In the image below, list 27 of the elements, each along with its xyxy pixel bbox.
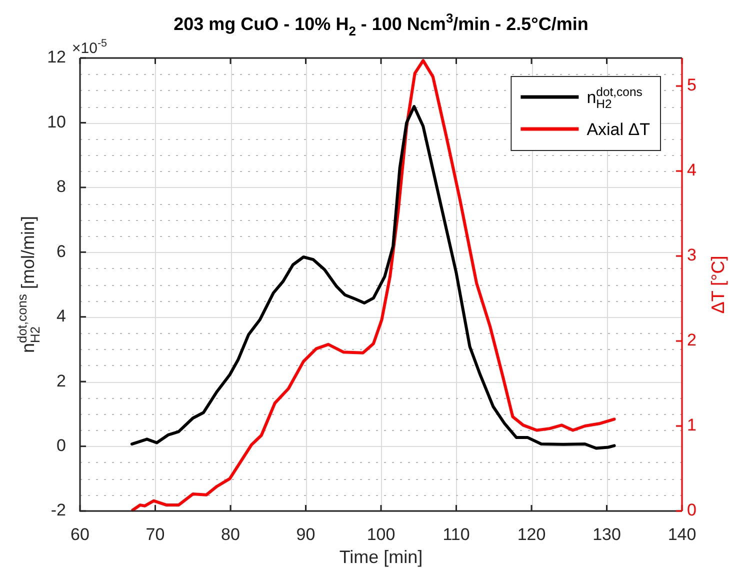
x-tick-label: 140 (668, 524, 696, 544)
y-tick-label: 4 (56, 306, 66, 326)
x-tick-label: 100 (366, 524, 396, 544)
x-tick-label: 130 (592, 524, 621, 544)
y2-tick-label: 2 (687, 330, 696, 350)
y2-tick-label: 0 (687, 500, 696, 520)
y-tick-label: 10 (47, 112, 66, 132)
x-tick-label: 80 (221, 524, 240, 544)
y2-tick-label: 1 (687, 416, 696, 435)
y-tick-label: 2 (56, 371, 66, 390)
y2-axis-title: ΔT [°C] (708, 256, 728, 314)
x-tick-label: 120 (517, 524, 546, 544)
y2-tick-label: 4 (687, 160, 696, 180)
x-tick-label: 60 (70, 524, 90, 544)
x-tick-label: 70 (146, 524, 165, 544)
y2-tick-label: 3 (687, 246, 696, 265)
y-tick-label: 0 (56, 436, 66, 455)
y-axis-title: nH2dot,cons [mol/min] (14, 216, 42, 353)
x-tick-label: 110 (442, 524, 470, 544)
y-tick-label: 12 (47, 48, 66, 67)
y-tick-label: -2 (50, 500, 66, 520)
y2-tick-label: 5 (687, 76, 696, 95)
legend-label: Axial ΔT (586, 120, 650, 139)
x-axis-title: Time [min] (339, 547, 423, 567)
x-tick-label: 90 (296, 524, 316, 544)
y-tick-label: 6 (56, 242, 66, 261)
y-tick-label: 8 (56, 177, 66, 196)
